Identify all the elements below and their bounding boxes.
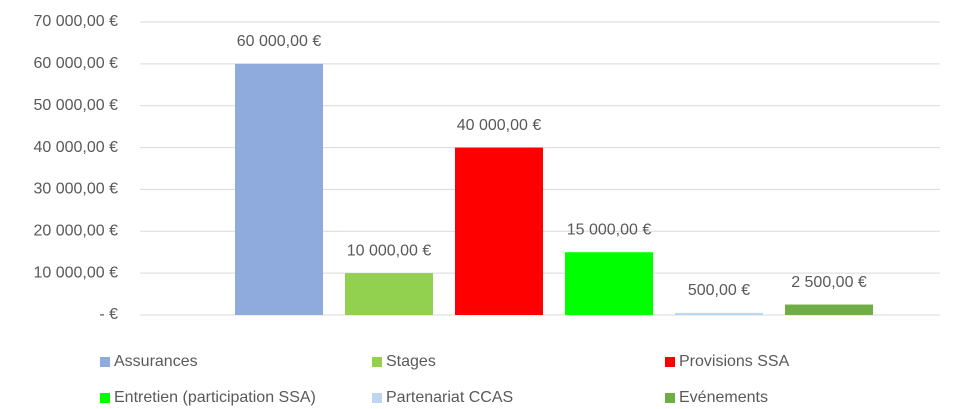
legend-label: Partenariat CCAS	[386, 389, 513, 406]
y-tick-label: 30 000,00 €	[33, 181, 118, 198]
y-tick-label: 40 000,00 €	[33, 139, 118, 156]
bar	[455, 147, 543, 315]
bar	[235, 63, 323, 315]
value-label: 10 000,00 €	[347, 242, 432, 259]
legend-swatch	[372, 357, 382, 367]
bar	[565, 252, 653, 315]
value-label: 2 500,00 €	[791, 274, 867, 291]
legend-label: Evénements	[679, 389, 768, 406]
legend-label: Entretien (participation SSA)	[114, 389, 316, 406]
bar	[675, 312, 763, 315]
legend-label: Stages	[386, 353, 436, 370]
legend-swatch	[665, 393, 675, 403]
legend-swatch	[100, 357, 110, 367]
legend-swatch	[372, 393, 382, 403]
value-label: 15 000,00 €	[567, 221, 652, 238]
legend-swatch	[100, 393, 110, 403]
value-label: 60 000,00 €	[237, 33, 322, 50]
y-tick-label: 70 000,00 €	[33, 13, 118, 30]
value-label: 40 000,00 €	[457, 117, 542, 134]
bar	[785, 304, 873, 315]
value-label: 500,00 €	[688, 282, 750, 299]
legend-label: Assurances	[114, 353, 198, 370]
y-tick-label: - €	[99, 306, 118, 323]
bar	[345, 273, 433, 315]
y-tick-label: 50 000,00 €	[33, 97, 118, 114]
y-tick-label: 10 000,00 €	[33, 264, 118, 281]
y-tick-label: 60 000,00 €	[33, 55, 118, 72]
legend-label: Provisions SSA	[679, 353, 790, 370]
y-tick-label: 20 000,00 €	[33, 223, 118, 240]
legend-swatch	[665, 357, 675, 367]
